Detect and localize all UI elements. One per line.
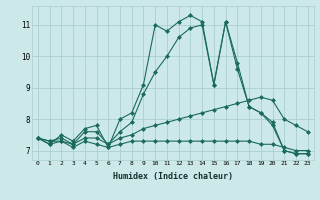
X-axis label: Humidex (Indice chaleur): Humidex (Indice chaleur) [113, 172, 233, 181]
